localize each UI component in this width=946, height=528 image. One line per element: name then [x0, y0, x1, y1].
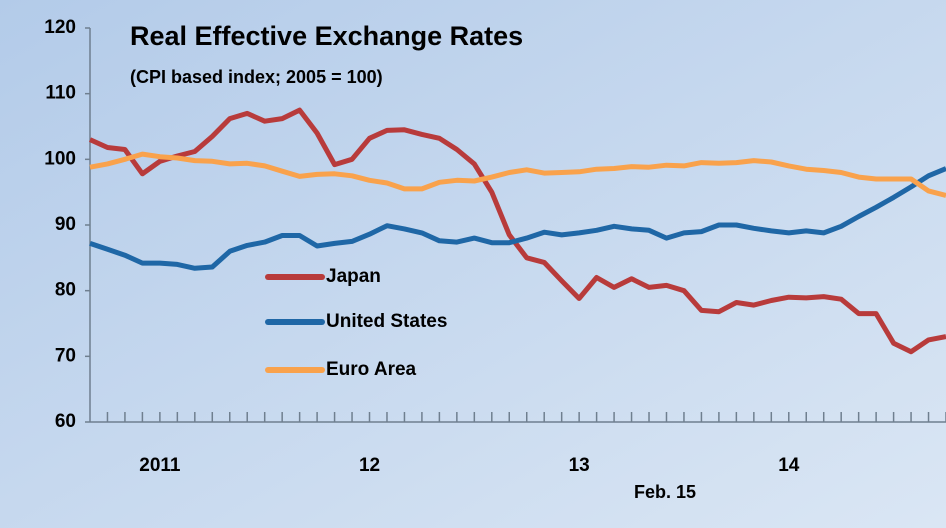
y-tick-label: 100 [44, 148, 76, 169]
legend-label: United States [326, 311, 447, 332]
y-tick-label: 120 [44, 17, 76, 38]
y-tick-label: 110 [45, 83, 76, 104]
x-tick-label: 13 [569, 455, 590, 476]
y-tick-label: 80 [55, 280, 76, 301]
x-tick-label: 2011 [139, 455, 181, 476]
x-tick-label: 12 [359, 455, 380, 476]
legend-label: Euro Area [326, 359, 417, 380]
y-tick-label: 60 [55, 411, 76, 432]
x-tick-label: 14 [778, 455, 800, 476]
line-series [89, 151, 946, 198]
legend-label: Japan [326, 266, 381, 287]
y-tick-label: 70 [55, 345, 76, 366]
y-tick-label: 90 [55, 214, 76, 235]
chart-subtitle: (CPI based index; 2005 = 100) [130, 67, 383, 87]
line-series [89, 166, 946, 271]
annotation: Feb. 15 [634, 482, 696, 502]
line-series [88, 107, 946, 355]
chart-title: Real Effective Exchange Rates [130, 21, 523, 51]
